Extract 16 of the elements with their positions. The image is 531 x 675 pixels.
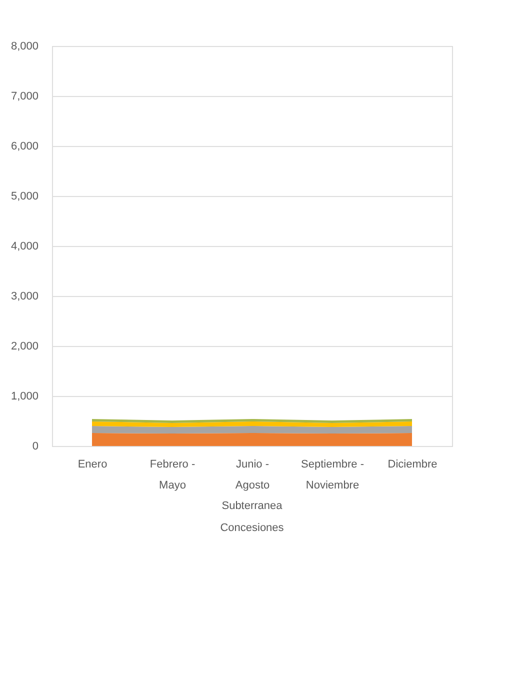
x-tick-label: Febrero - Mayo xyxy=(150,458,196,492)
x-tick-label: Enero xyxy=(78,458,108,470)
y-tick-label: 4,000 xyxy=(10,240,38,252)
text: Concesiones xyxy=(220,522,284,534)
y-tick-label: 2,000 xyxy=(10,340,38,352)
y-tick-label: 1,000 xyxy=(10,390,38,402)
y-tick-label: 7,000 xyxy=(10,90,38,102)
x-tick-label: Septiembre - Noviembre xyxy=(301,458,364,492)
y-tick-label: 8,000 xyxy=(10,40,38,52)
y-tick-label: 3,000 xyxy=(10,290,38,302)
y-tick-label: 6,000 xyxy=(10,140,38,152)
x-tick-label: Junio - Agosto xyxy=(235,458,270,492)
y-tick-label: 5,000 xyxy=(10,190,38,202)
text: Subterranea xyxy=(222,500,284,512)
y-tick-label: 0 xyxy=(32,440,38,452)
x-tick-label: Diciembre xyxy=(388,458,438,470)
